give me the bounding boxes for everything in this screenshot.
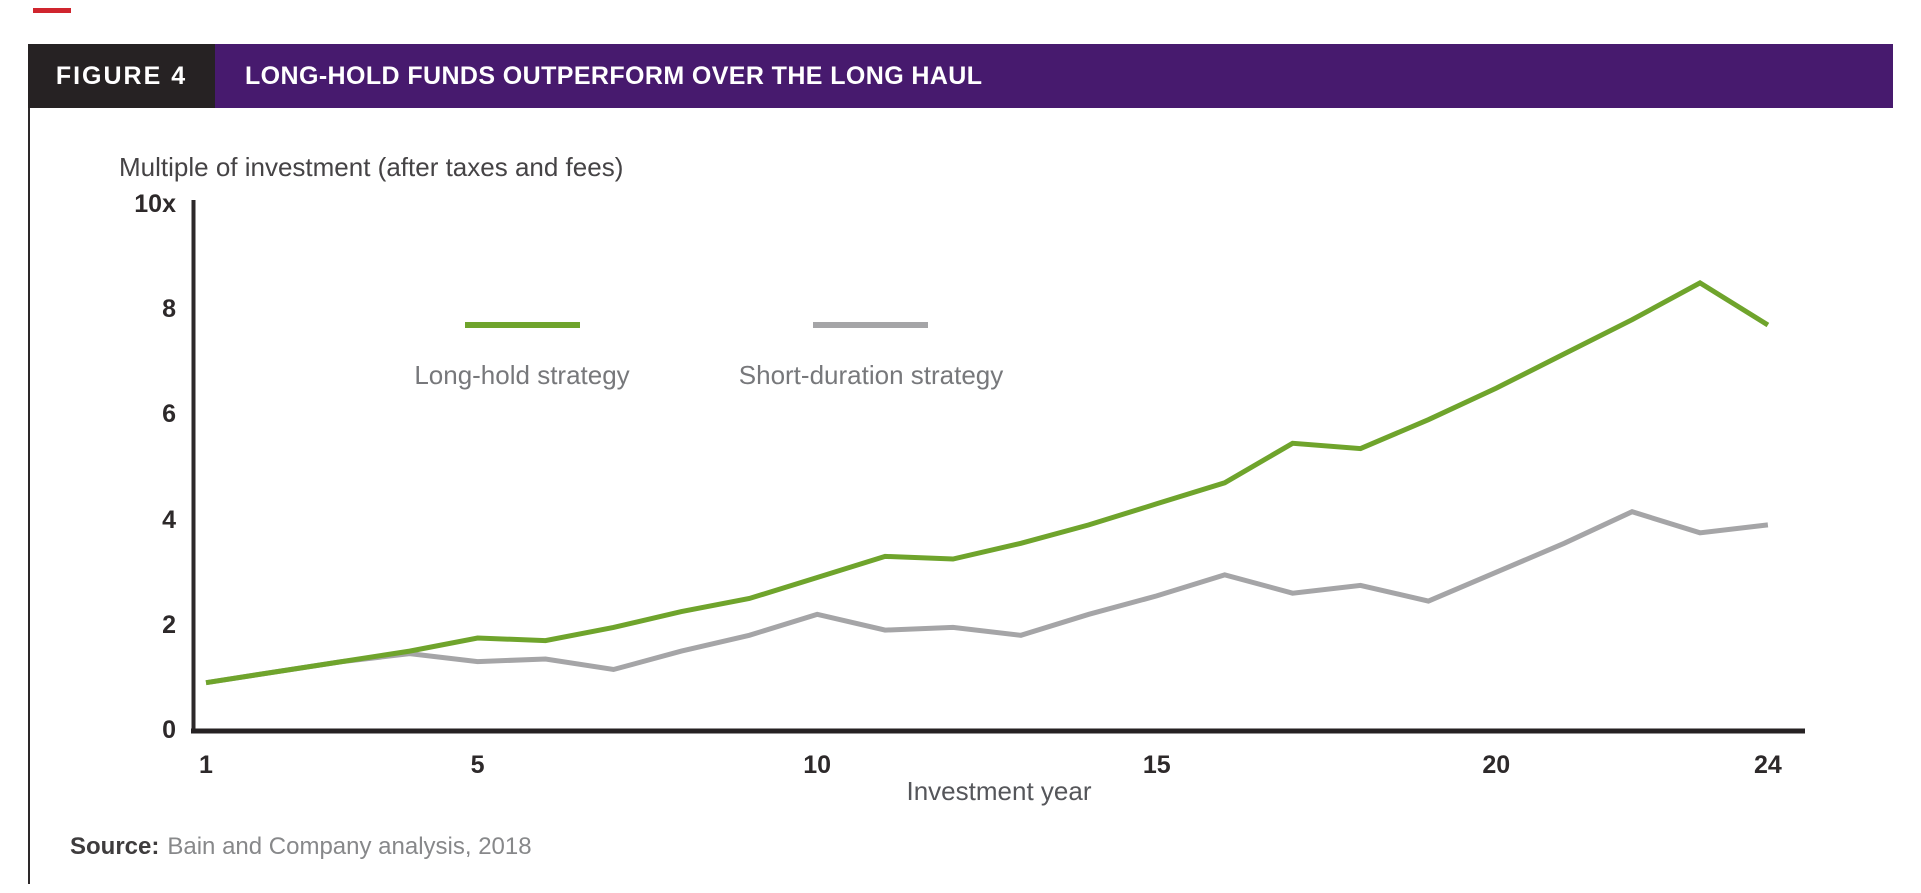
long-hold-line (205, 280, 1770, 686)
x-tick-label: 20 (1482, 751, 1511, 779)
x-tick-label: 10 (803, 751, 832, 779)
y-tick-label: 4 (162, 505, 176, 534)
left-vertical-rule (28, 44, 30, 884)
y-axis-title: Multiple of investment (after taxes and … (119, 152, 624, 182)
x-tick-label: 15 (1142, 751, 1171, 779)
x-tick-label: 1 (199, 751, 213, 779)
title-bar: LONG-HOLD FUNDS OUTPERFORM OVER THE LONG… (215, 44, 1893, 108)
source-label: Source: (70, 833, 160, 860)
x-axis-title: Investment year (906, 776, 1092, 806)
y-tick-label: 6 (162, 400, 176, 429)
legend-label-short-duration: Short-duration strategy (738, 360, 1004, 390)
legend-swatch-short-duration (813, 322, 928, 328)
y-tick-label: 10x (134, 190, 176, 218)
short-duration-line (205, 509, 1769, 686)
legend-swatch-long-hold (465, 322, 580, 328)
x-tick-label: 24 (1754, 751, 1782, 779)
x-tick-label: 5 (470, 751, 485, 779)
figure-header: FIGURE 4 LONG-HOLD FUNDS OUTPERFORM OVER… (28, 44, 1893, 108)
red-accent-dash (33, 8, 71, 13)
y-tick-label: 0 (162, 716, 176, 744)
source-text: Bain and Company analysis, 2018 (167, 833, 532, 860)
y-tick-label: 8 (162, 295, 176, 324)
figure-label-box: FIGURE 4 (28, 44, 215, 108)
figure-label: FIGURE 4 (55, 61, 188, 90)
y-tick-label: 2 (162, 610, 176, 639)
source-line: Source: Bain and Company analysis, 2018 (70, 833, 532, 861)
figure-title: LONG-HOLD FUNDS OUTPERFORM OVER THE LONG… (245, 61, 983, 90)
legend-label-long-hold: Long-hold strategy (414, 360, 630, 390)
